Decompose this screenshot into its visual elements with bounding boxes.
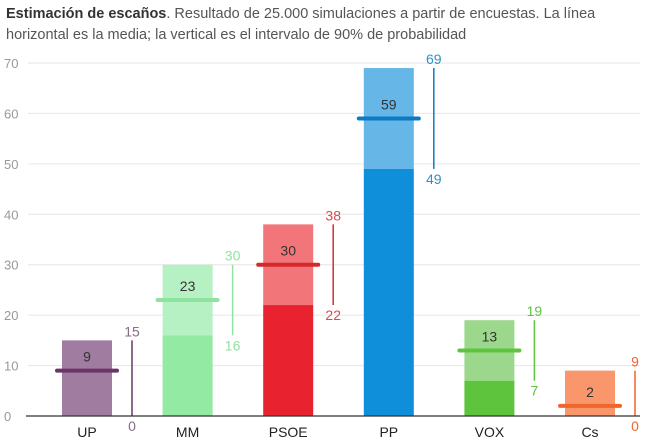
chart-title: Estimación de escaños. Resultado de 25.0… [6,4,646,46]
interval-low-Cs: 0 [631,418,639,434]
category-label-MM: MM [176,424,199,440]
mean-label-VOX: 13 [482,328,498,344]
interval-high-PSOE: 38 [325,207,341,223]
category-label-PP: PP [379,424,398,440]
bar-interval-Cs [565,370,615,416]
y-tick-label: 60 [4,106,18,121]
mean-label-MM: 23 [180,278,196,294]
title-rest: . Resultado de 25.000 simulaciones a par… [6,6,596,43]
bar-low-VOX [464,380,515,416]
interval-high-UP: 15 [124,323,140,339]
y-tick-label: 50 [4,157,18,172]
category-label-UP: UP [77,424,96,440]
mean-label-PSOE: 30 [280,243,296,259]
interval-high-VOX: 19 [527,303,543,319]
interval-high-MM: 30 [225,248,241,264]
interval-low-PP: 49 [426,171,442,187]
title-bold: Estimación de escaños [6,6,167,22]
bar-interval-UP [62,340,112,416]
interval-high-PP: 69 [426,51,442,67]
category-label-VOX: VOX [475,424,505,440]
y-tick-label: 30 [4,258,18,273]
y-tick-label: 70 [4,56,18,71]
interval-low-MM: 16 [225,337,241,353]
interval-high-Cs: 9 [631,354,639,370]
interval-low-VOX: 7 [531,383,539,399]
interval-low-UP: 0 [128,418,136,434]
interval-low-PSOE: 22 [325,307,341,323]
mean-label-UP: 9 [83,349,91,365]
mean-label-Cs: 2 [586,384,594,400]
y-tick-label: 0 [4,409,11,424]
y-tick-label: 40 [4,207,18,222]
bar-low-MM [162,335,213,416]
bar-low-PP [363,168,414,416]
category-label-Cs: Cs [581,424,598,440]
category-label-PSOE: PSOE [269,424,308,440]
mean-label-PP: 59 [381,96,397,112]
bar-low-PSOE [263,305,314,416]
y-tick-label: 20 [4,308,18,323]
y-tick-label: 10 [4,359,18,374]
